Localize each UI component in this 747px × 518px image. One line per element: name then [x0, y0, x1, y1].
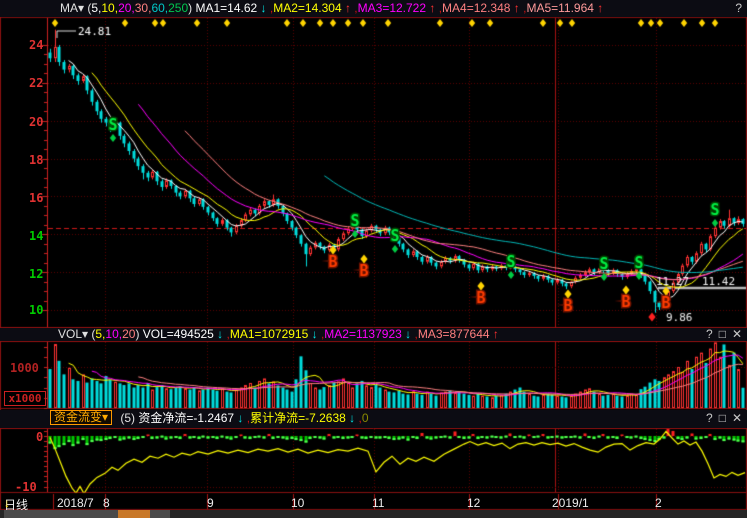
text-segment: ↓	[234, 411, 244, 425]
volume-unit-badge: x1000	[4, 391, 46, 406]
text-segment: ,	[317, 328, 325, 341]
text-segment: ,	[355, 411, 362, 425]
text-segment: MA3=12.722	[357, 1, 427, 15]
fundflow-indicator-header[interactable]: 资金流变▾ (5) 资金净流=-1.2467 ↓ ,累计净流=-7.2638 ↓…	[0, 410, 747, 428]
text-segment: )	[188, 1, 196, 15]
axis-label: 10	[29, 303, 44, 317]
close-icon[interactable]: ✕	[731, 411, 742, 425]
text-segment: 60,	[151, 1, 169, 15]
text-segment: 20	[122, 328, 136, 341]
axis-label: 18	[29, 153, 44, 167]
text-segment: ↓	[345, 411, 356, 425]
volume-indicator-header[interactable]: VOL▾ (5,10,20) VOL=494525 ↓ ,MA1=1072915…	[0, 328, 747, 341]
text-segment: MA2=1137923	[324, 328, 402, 341]
text-segment: )	[135, 328, 143, 341]
text-segment: 0	[361, 411, 369, 425]
text-segment: 资金净流=-1.2467	[138, 411, 235, 425]
text-segment: 日线	[4, 498, 29, 512]
axis-label: 22	[29, 76, 44, 90]
text-segment: 250	[168, 1, 189, 15]
pane-controls[interactable]: ?	[729, 0, 742, 16]
flow-header-text: (5) 资金净流=-1.2467 ↓ ,累计净流=-7.2638 ↓ ,0	[120, 411, 368, 425]
date-label: 2	[655, 496, 662, 510]
text-segment: 5,	[95, 328, 106, 341]
text-segment: ,	[411, 328, 418, 341]
text-segment: ,	[243, 411, 251, 425]
axis-label: 16	[29, 191, 44, 205]
text-segment: MA▾	[60, 1, 88, 15]
text-segment: MA1=1072915	[229, 328, 309, 341]
text-segment: MA3=877644	[417, 328, 490, 341]
axis-label: -10	[15, 480, 37, 494]
text-segment: (	[87, 1, 92, 15]
axis-label: 14	[29, 229, 44, 243]
text-segment: (	[91, 328, 96, 341]
date-label: 10	[291, 496, 305, 510]
scrollbar-thumb[interactable]	[4, 510, 170, 518]
date-label: 9	[207, 496, 214, 510]
scrollbar-highlight	[118, 510, 150, 518]
date-label: 8	[103, 496, 110, 510]
text-segment: VOL=494525	[142, 328, 214, 341]
text-segment: (5)	[120, 411, 139, 425]
axis-label: 0	[36, 430, 44, 444]
text-segment: MA2=14.304	[273, 1, 342, 15]
help-icon[interactable]: ?	[706, 411, 713, 425]
date-label: 2018/7	[57, 496, 94, 510]
maximize-icon[interactable]: □	[718, 411, 726, 425]
text-segment: ↑	[510, 1, 520, 15]
text-segment: ↑	[489, 328, 499, 341]
maximize-icon[interactable]: □	[718, 328, 726, 341]
text-segment: 10,	[101, 1, 119, 15]
axis-label: 12	[29, 267, 44, 281]
text-segment: VOL▾	[58, 328, 92, 341]
text-segment: ,	[266, 1, 274, 15]
text-segment: 累计净流=-7.2638	[250, 411, 346, 425]
date-label: 12	[467, 496, 481, 510]
close-icon[interactable]: ✕	[731, 328, 742, 341]
text-segment: ,	[435, 1, 443, 15]
text-segment: ↑	[593, 1, 604, 15]
horizontal-scrollbar[interactable]	[0, 510, 747, 518]
help-icon[interactable]: ?	[706, 328, 713, 341]
text-segment: ↓	[308, 328, 318, 341]
date-label: 2019/1	[552, 496, 589, 510]
ma-indicator-header[interactable]: MA▾ (5,10,20,30,60,250) MA1=14.62 ↓ ,MA2…	[0, 0, 747, 17]
text-segment: MA5=11.964	[526, 1, 594, 15]
date-label: 11	[372, 496, 385, 510]
text-segment: ↑	[426, 1, 436, 15]
pane-controls[interactable]: ? □ ✕	[700, 328, 742, 341]
text-segment: 10,	[105, 328, 123, 341]
text-segment: ,	[223, 328, 230, 341]
axis-label: 1000	[10, 361, 39, 375]
text-segment: ↓	[4, 496, 10, 510]
text-segment: ↓	[213, 328, 224, 341]
ma-header-text: MA▾ (5,10,20,30,60,250) MA1=14.62 ↓ ,MA2…	[60, 1, 603, 15]
text-segment: ↓	[257, 1, 267, 15]
text-segment: MA4=12.348	[442, 1, 511, 15]
text-segment: 30,	[134, 1, 152, 15]
text-segment: 5,	[91, 1, 102, 15]
text-segment: 20,	[118, 1, 135, 15]
help-icon[interactable]: ?	[735, 1, 742, 15]
text-segment: ↓	[401, 328, 412, 341]
text-segment: ,	[350, 1, 358, 15]
fundflow-selector-button[interactable]: 资金流变▾	[50, 410, 113, 425]
text-segment: ,	[519, 1, 527, 15]
pane-controls[interactable]: ? □ ✕	[700, 410, 742, 427]
axis-label: 24	[29, 38, 44, 52]
text-segment: ↑	[341, 1, 351, 15]
text-segment: MA1=14.62	[195, 1, 258, 15]
vol-header-text: VOL▾ (5,10,20) VOL=494525 ↓ ,MA1=1072915…	[58, 328, 499, 341]
axis-label: 20	[29, 115, 44, 129]
